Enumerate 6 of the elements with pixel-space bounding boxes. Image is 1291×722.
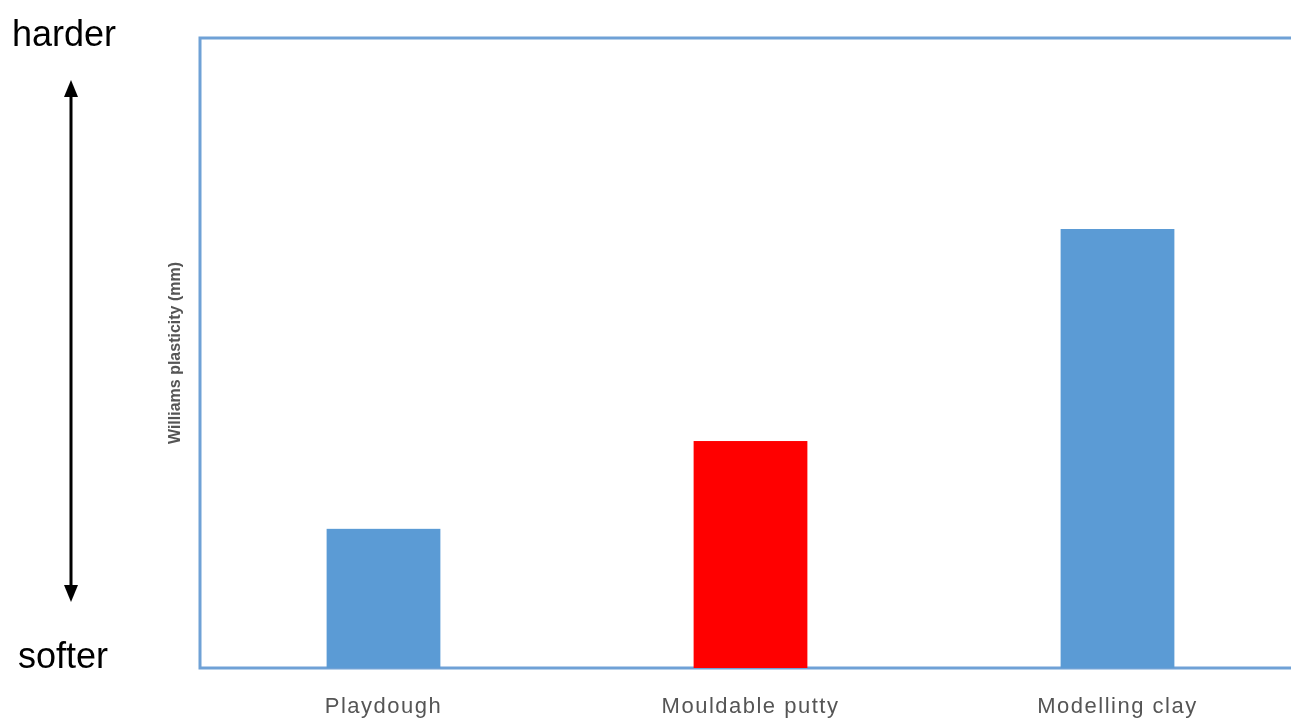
x-tick-label: Playdough <box>324 693 443 718</box>
x-tick-label: Modelling clay <box>1037 693 1198 718</box>
y-axis-title: Williams plasticity (mm) <box>166 261 183 445</box>
x-tick-label: Mouldable putty <box>661 693 840 718</box>
text: softer <box>18 635 109 676</box>
text: harder <box>12 13 117 54</box>
